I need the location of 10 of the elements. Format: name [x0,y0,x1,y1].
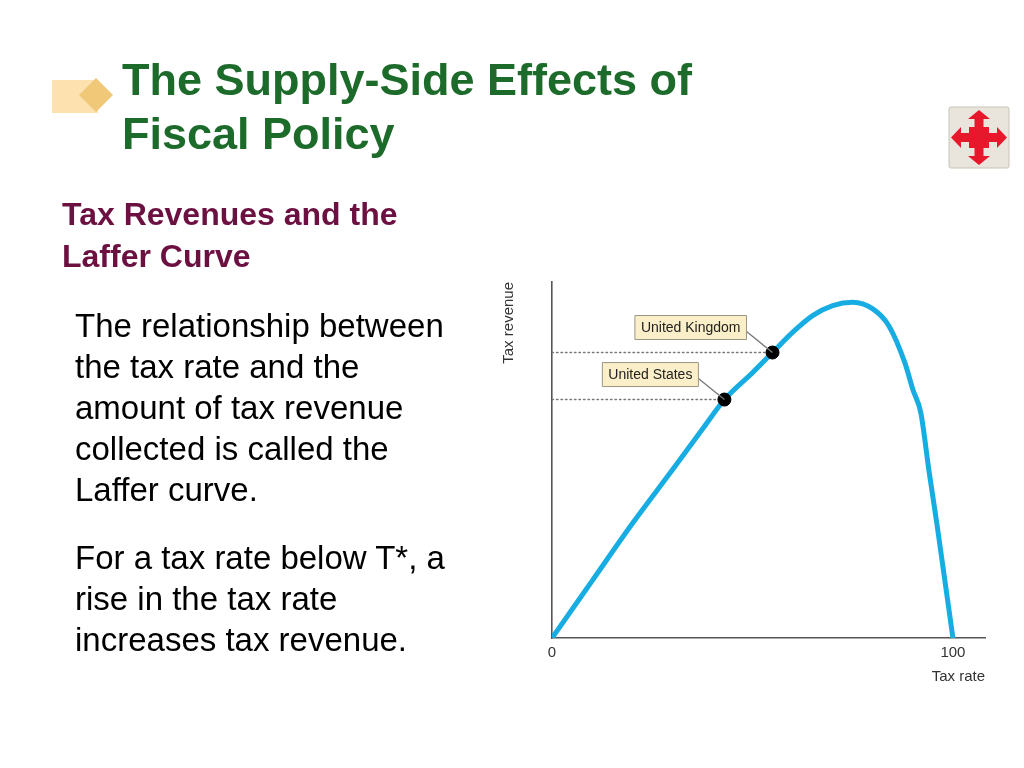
annotation: United Kingdom [640,319,741,336]
x-tick-label: 100 [940,643,966,661]
x-tick-label: 0 [547,643,557,661]
x-axis-title: Tax rate [931,667,985,685]
annotation: United States [608,366,693,383]
text: For a tax rate below T*, a rise in the tax rate increases tax revenue. [75,538,446,660]
chart-title: The Supply-Side Effects of Fiscal Policy [122,53,694,161]
text: The relationship between the tax rate and the amount of tax revenue collected is called the Laffer curve. [75,306,445,510]
text: Tax Revenues and the Laffer Curve [62,195,399,276]
y-axis-title: Tax revenue [499,282,517,364]
